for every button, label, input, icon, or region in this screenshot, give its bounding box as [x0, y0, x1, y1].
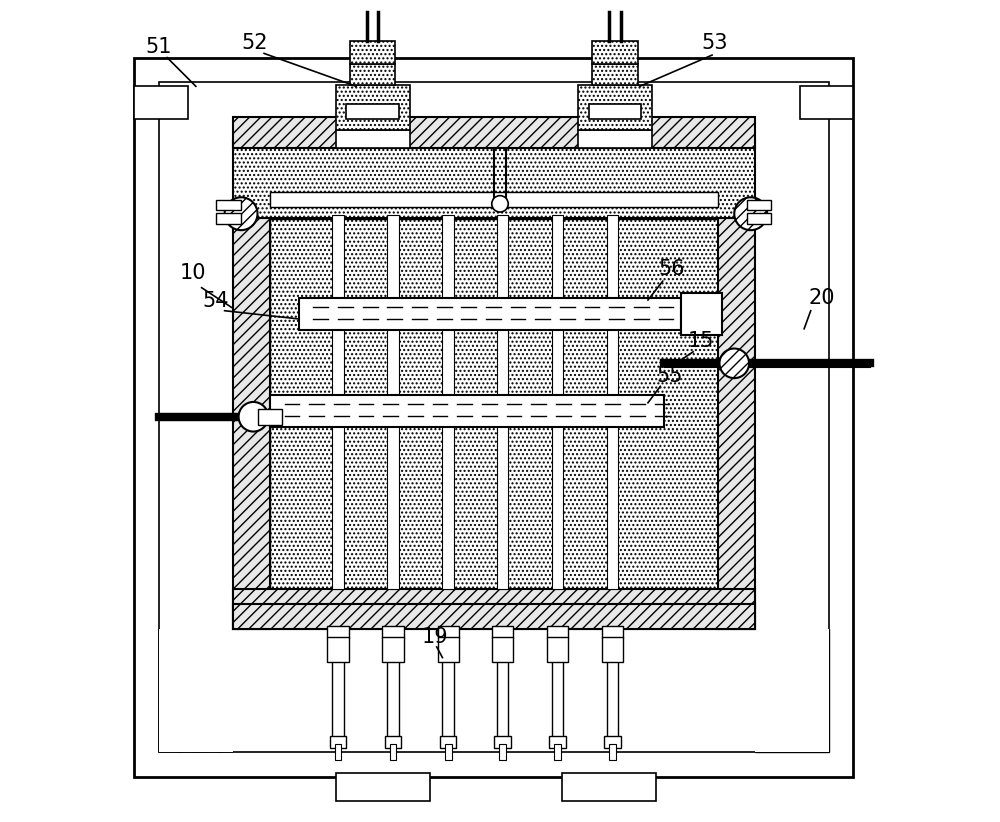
Circle shape [719, 349, 749, 378]
Bar [270, 219, 718, 589]
Bar [445, 744, 452, 760]
Bar [346, 104, 399, 119]
Bar [492, 637, 513, 662]
Bar [387, 658, 399, 740]
Bar [578, 85, 652, 130]
Bar [592, 41, 638, 64]
Bar [609, 744, 616, 760]
Circle shape [225, 197, 258, 230]
Bar [385, 736, 401, 748]
Bar [497, 658, 508, 740]
Bar [336, 130, 410, 148]
Text: 51: 51 [145, 38, 171, 58]
Bar [336, 773, 430, 801]
Bar [604, 736, 621, 748]
Bar [755, 629, 829, 752]
Bar [159, 82, 829, 752]
Bar [216, 213, 241, 224]
Circle shape [734, 197, 767, 230]
Bar [330, 736, 346, 748]
Bar [547, 637, 568, 662]
Bar [578, 130, 652, 148]
Bar [492, 626, 513, 638]
Bar [440, 736, 456, 748]
Bar [602, 626, 623, 638]
Text: 55: 55 [656, 367, 683, 386]
Bar [390, 744, 396, 760]
Bar [549, 736, 566, 748]
Bar [552, 215, 563, 589]
Bar [552, 658, 563, 740]
Text: 10: 10 [179, 264, 206, 284]
Bar [233, 218, 270, 629]
Bar [350, 41, 395, 64]
Bar [387, 215, 399, 589]
Bar [327, 626, 349, 638]
Bar [134, 86, 188, 119]
Bar [233, 117, 755, 148]
Bar [134, 58, 853, 777]
Text: 54: 54 [202, 291, 229, 311]
Bar [607, 215, 618, 589]
Bar [382, 626, 404, 638]
Bar [332, 215, 344, 589]
Bar [350, 64, 395, 85]
Bar [592, 64, 638, 85]
Bar [438, 626, 459, 638]
Bar [499, 744, 506, 760]
Bar [547, 626, 568, 638]
Polygon shape [159, 629, 233, 752]
Bar [800, 86, 853, 119]
Bar [589, 104, 641, 119]
Bar [747, 213, 771, 224]
Bar [602, 637, 623, 662]
Bar [554, 744, 561, 760]
Bar [233, 589, 755, 629]
Bar [747, 200, 771, 210]
Text: 53: 53 [701, 34, 728, 53]
Bar [327, 637, 349, 662]
Polygon shape [755, 629, 829, 752]
Bar [442, 215, 454, 589]
Text: 19: 19 [422, 627, 449, 647]
Bar [442, 658, 454, 740]
Bar [718, 218, 755, 629]
Bar [382, 637, 404, 662]
Bar [270, 192, 718, 207]
Bar [438, 637, 459, 662]
Circle shape [239, 402, 268, 432]
Bar [233, 140, 755, 218]
Bar [335, 744, 341, 760]
Bar [332, 658, 344, 740]
Bar [336, 85, 410, 130]
Bar [233, 604, 755, 629]
Bar [216, 200, 241, 210]
Bar [299, 298, 681, 330]
Bar [270, 395, 664, 427]
Bar [258, 409, 282, 425]
Text: 20: 20 [808, 289, 835, 308]
Bar [494, 736, 511, 748]
Text: 52: 52 [241, 34, 268, 53]
Bar [497, 215, 508, 589]
Text: 56: 56 [659, 260, 685, 279]
Bar [159, 629, 233, 752]
Text: 15: 15 [687, 331, 714, 351]
Circle shape [492, 196, 508, 212]
Bar [681, 293, 722, 335]
Bar [562, 773, 656, 801]
Bar [607, 658, 618, 740]
